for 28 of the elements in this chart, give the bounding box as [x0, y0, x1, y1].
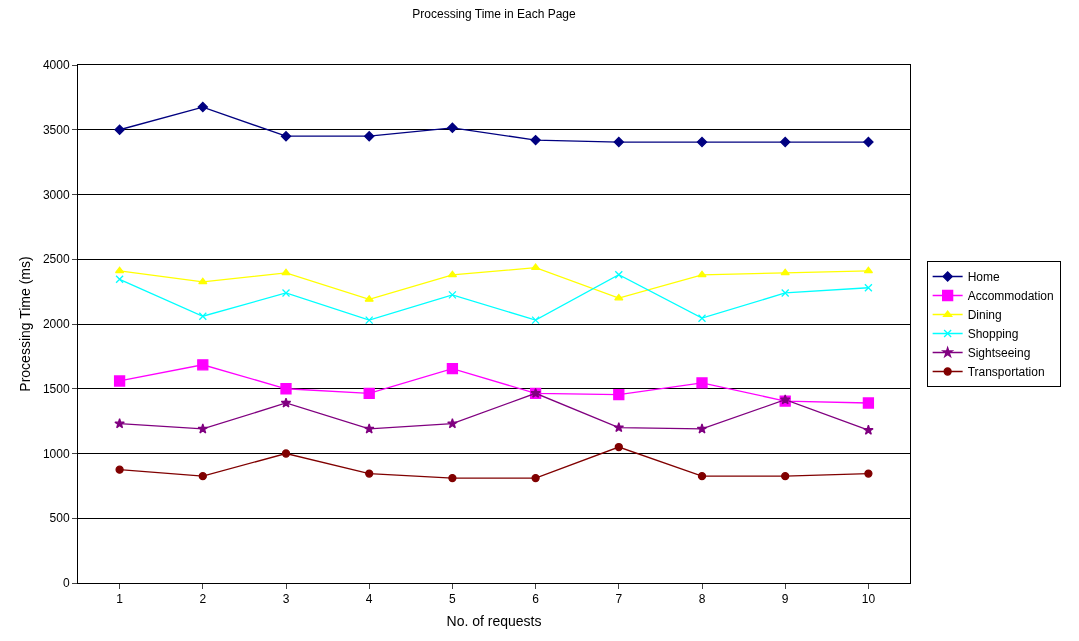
legend-label: Accommodation: [967, 289, 1054, 304]
y-tick-label: 500: [49, 511, 70, 526]
chart-title: Processing Time in Each Page: [412, 7, 577, 22]
x-tick-label: 3: [282, 592, 290, 607]
y-tick-label: 3500: [42, 122, 70, 137]
y-tick-label: 2500: [42, 252, 70, 267]
y-tick-label: 4000: [42, 58, 70, 73]
y-tick-label: 3000: [42, 187, 70, 202]
x-tick-label: 9: [781, 592, 789, 607]
y-tick-label: 2000: [42, 317, 70, 332]
x-tick-label: 8: [698, 592, 706, 607]
y-tick-label: 1000: [42, 446, 70, 461]
legend-label: Home: [967, 270, 1000, 285]
x-tick-label: 2: [199, 592, 207, 607]
legend-label: Sightseeing: [967, 346, 1031, 361]
x-tick-label: 7: [615, 592, 623, 607]
legend-label: Shopping: [967, 327, 1019, 342]
y-tick-label: 0: [62, 576, 70, 591]
x-tick-label: 1: [116, 592, 124, 607]
x-tick-label: 10: [861, 592, 876, 607]
y-axis-title: Processing Time (ms): [17, 256, 34, 392]
x-axis-title: No. of requests: [446, 612, 542, 629]
y-tick-label: 1500: [42, 381, 70, 396]
legend-label: Transportation: [967, 365, 1045, 380]
x-tick-label: 5: [449, 592, 457, 607]
x-tick-label: 4: [365, 592, 373, 607]
legend-label: Dining: [967, 308, 1002, 323]
x-tick-label: 6: [532, 592, 540, 607]
